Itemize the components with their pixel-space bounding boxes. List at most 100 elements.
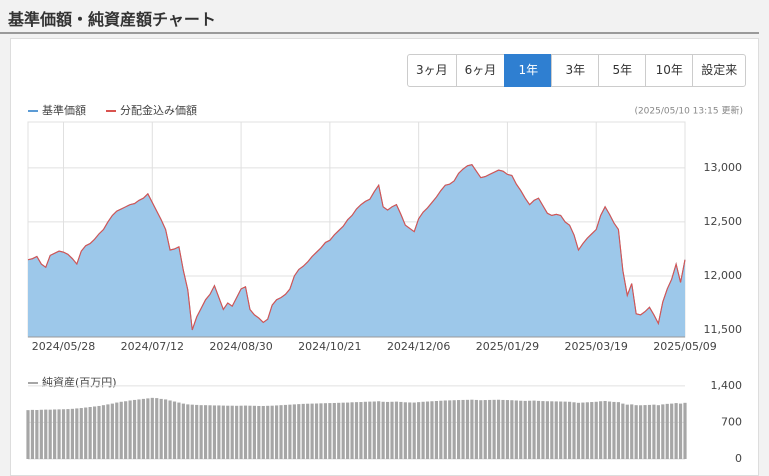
bar [385, 401, 390, 459]
bar [550, 401, 554, 459]
bar [230, 405, 234, 459]
bar [528, 400, 532, 459]
legend-label: 基準価額 [42, 103, 86, 117]
range-button[interactable]: 10年 [645, 54, 694, 87]
bar [53, 409, 57, 459]
range-button[interactable]: 3ヶ月 [407, 54, 457, 87]
bar [301, 403, 305, 459]
x-tick-label: 2025/05/09 [653, 340, 716, 353]
bar [377, 401, 381, 459]
bar [519, 400, 523, 459]
bar [337, 402, 341, 459]
range-button[interactable]: 設定来 [692, 54, 747, 87]
bar [439, 400, 443, 459]
bar [496, 399, 501, 459]
bar [390, 401, 394, 459]
bar [212, 405, 217, 459]
bar [465, 399, 470, 459]
bar [434, 400, 439, 459]
bar [474, 399, 478, 459]
bar [235, 405, 239, 459]
bar [279, 405, 283, 459]
bar [621, 403, 625, 459]
bar [430, 401, 434, 459]
bar [199, 405, 203, 459]
bar [363, 401, 367, 459]
range-button[interactable]: 3年 [551, 54, 600, 87]
bar [159, 398, 163, 459]
legend-label: 純資産(百万円) [42, 376, 117, 389]
range-button[interactable]: 6ヶ月 [455, 54, 506, 87]
bar [84, 407, 88, 459]
x-tick-label: 2024/07/12 [121, 340, 184, 353]
bar [656, 405, 660, 459]
bar [319, 403, 323, 459]
update-note: (2025/05/10 13:15 更新) [634, 105, 743, 117]
bar [590, 402, 594, 459]
bar [181, 403, 185, 459]
bar [44, 409, 48, 459]
bar [221, 405, 225, 459]
bar [310, 403, 314, 459]
bar [79, 408, 83, 459]
bar [541, 401, 545, 459]
bar [652, 404, 656, 459]
y-tick-label: 12,000 [704, 269, 743, 282]
bar [88, 407, 92, 459]
bar [457, 400, 461, 459]
bar [483, 400, 487, 459]
bar [647, 404, 652, 459]
bar [408, 402, 412, 459]
bar [572, 402, 576, 459]
x-tick-label: 2024/08/30 [209, 340, 272, 353]
bar [643, 405, 647, 459]
bar [243, 405, 248, 459]
bar [665, 403, 669, 459]
bar [670, 403, 674, 459]
legend-label: 分配金込み価額 [120, 103, 197, 117]
bar [328, 403, 332, 459]
bar [66, 409, 70, 459]
series-line [27, 164, 686, 331]
bar [61, 409, 66, 459]
bar [368, 401, 372, 459]
bar [514, 400, 518, 459]
bar [381, 401, 385, 459]
range-button[interactable]: 5年 [598, 54, 647, 87]
bar [146, 398, 150, 459]
x-tick-label: 2024/12/06 [387, 340, 450, 353]
bar [306, 403, 310, 459]
x-tick-label: 2025/01/29 [476, 340, 539, 353]
bar [168, 400, 172, 459]
bar [35, 409, 39, 459]
bar [452, 400, 456, 459]
bar [332, 402, 336, 459]
bar [30, 409, 35, 459]
bar [248, 405, 252, 459]
bar [412, 402, 416, 459]
bar [115, 402, 119, 459]
bar [448, 400, 452, 459]
bar [674, 403, 678, 459]
bar [186, 404, 190, 459]
x-tick-label: 2025/03/19 [565, 340, 628, 353]
bar [567, 401, 572, 459]
bar [252, 405, 256, 459]
bar [208, 405, 212, 459]
bar [172, 401, 177, 459]
bar [523, 400, 527, 459]
bar [288, 404, 292, 459]
bar [639, 405, 643, 459]
bar [323, 403, 328, 459]
bar [137, 399, 141, 459]
bar [470, 399, 474, 459]
bar [292, 404, 296, 459]
bar [101, 405, 106, 459]
bar [261, 405, 265, 459]
bar [394, 401, 399, 459]
bar [678, 403, 683, 459]
range-buttons: 3ヶ月 6ヶ月 1年 3年 5年 10年 設定来 [407, 54, 747, 87]
bar [559, 401, 563, 459]
bar [625, 404, 629, 459]
